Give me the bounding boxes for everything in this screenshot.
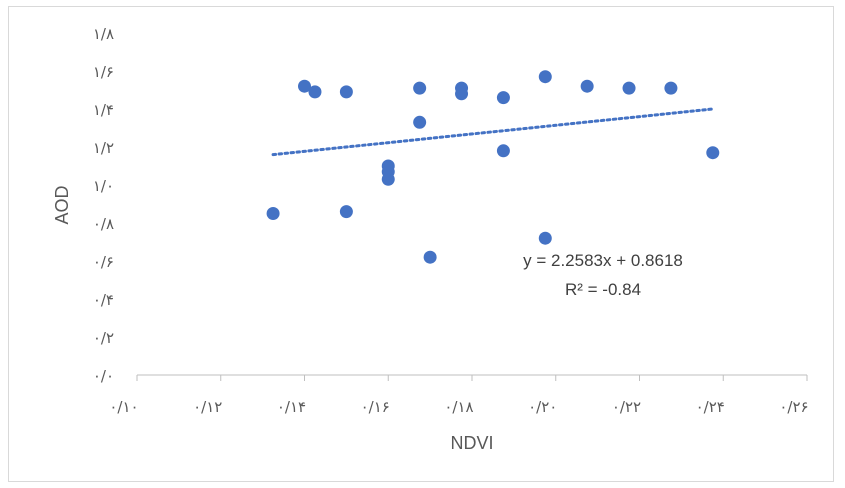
- data-point: [664, 81, 678, 95]
- data-point: [706, 146, 720, 160]
- data-point: [538, 70, 552, 84]
- x-tick-label: ٠/١۶: [361, 398, 390, 416]
- x-tick-label: ٠/١٨: [444, 398, 473, 416]
- y-axis-title: AOD: [52, 185, 72, 224]
- y-tick-label: ٠/٨: [93, 215, 114, 233]
- data-point: [423, 250, 437, 264]
- trendline-equation: y = 2.2583x + 0.8618: [523, 251, 683, 270]
- y-tick-label: ٠/۶: [93, 253, 114, 271]
- data-point: [339, 205, 353, 219]
- data-point: [381, 172, 395, 186]
- data-points: [266, 70, 720, 264]
- y-tick-label: ١/٠: [93, 177, 114, 195]
- y-tick-label: ١/٢: [93, 139, 114, 157]
- data-point: [308, 85, 322, 99]
- trendline: [271, 107, 715, 157]
- x-axis-title: NDVI: [450, 433, 493, 453]
- x-tick-label: ٠/١٢: [193, 398, 222, 416]
- x-tick-label: ٠/٢۶: [779, 398, 808, 416]
- x-tick-label: ٠/١٠: [109, 398, 138, 416]
- y-tick-label: ٠/٠: [93, 367, 114, 385]
- trendline-group: [271, 107, 715, 157]
- x-tick-label: ٠/٢۴: [696, 398, 725, 416]
- data-point: [496, 144, 510, 158]
- data-point: [538, 231, 552, 245]
- data-point: [622, 81, 636, 95]
- data-point: [580, 79, 594, 93]
- x-ticks: ٠/١٠ ٠/١٢ ٠/١۴ ٠/١۶ ٠/١٨ ٠/٢٠ ٠/٢٢ ٠/٢۴ ٠/٢۶: [109, 375, 809, 416]
- y-tick-label: ١/٨: [93, 25, 114, 43]
- data-point: [455, 87, 469, 101]
- data-point: [413, 81, 427, 95]
- y-tick-label: ١/۶: [93, 63, 114, 81]
- y-tick-label: ٠/٢: [93, 329, 114, 347]
- y-tick-label: ٠/۴: [93, 291, 114, 309]
- data-point: [298, 79, 311, 93]
- data-point: [339, 85, 353, 99]
- y-ticks: ٠/٠ ٠/٢ ٠/۴ ٠/۶ ٠/٨ ١/٠ ١/٢ ١/۴ ١/۶ ١/٨: [93, 25, 114, 385]
- data-point: [266, 207, 280, 220]
- trendline-r-squared: R² = -0.84: [565, 280, 641, 299]
- y-tick-label: ١/۴: [93, 101, 114, 119]
- data-point: [496, 91, 510, 105]
- x-tick-label: ٠/١۴: [277, 398, 306, 416]
- x-tick-label: ٠/٢٠: [528, 398, 557, 416]
- data-point: [413, 115, 427, 129]
- x-tick-label: ٠/٢٢: [612, 398, 641, 416]
